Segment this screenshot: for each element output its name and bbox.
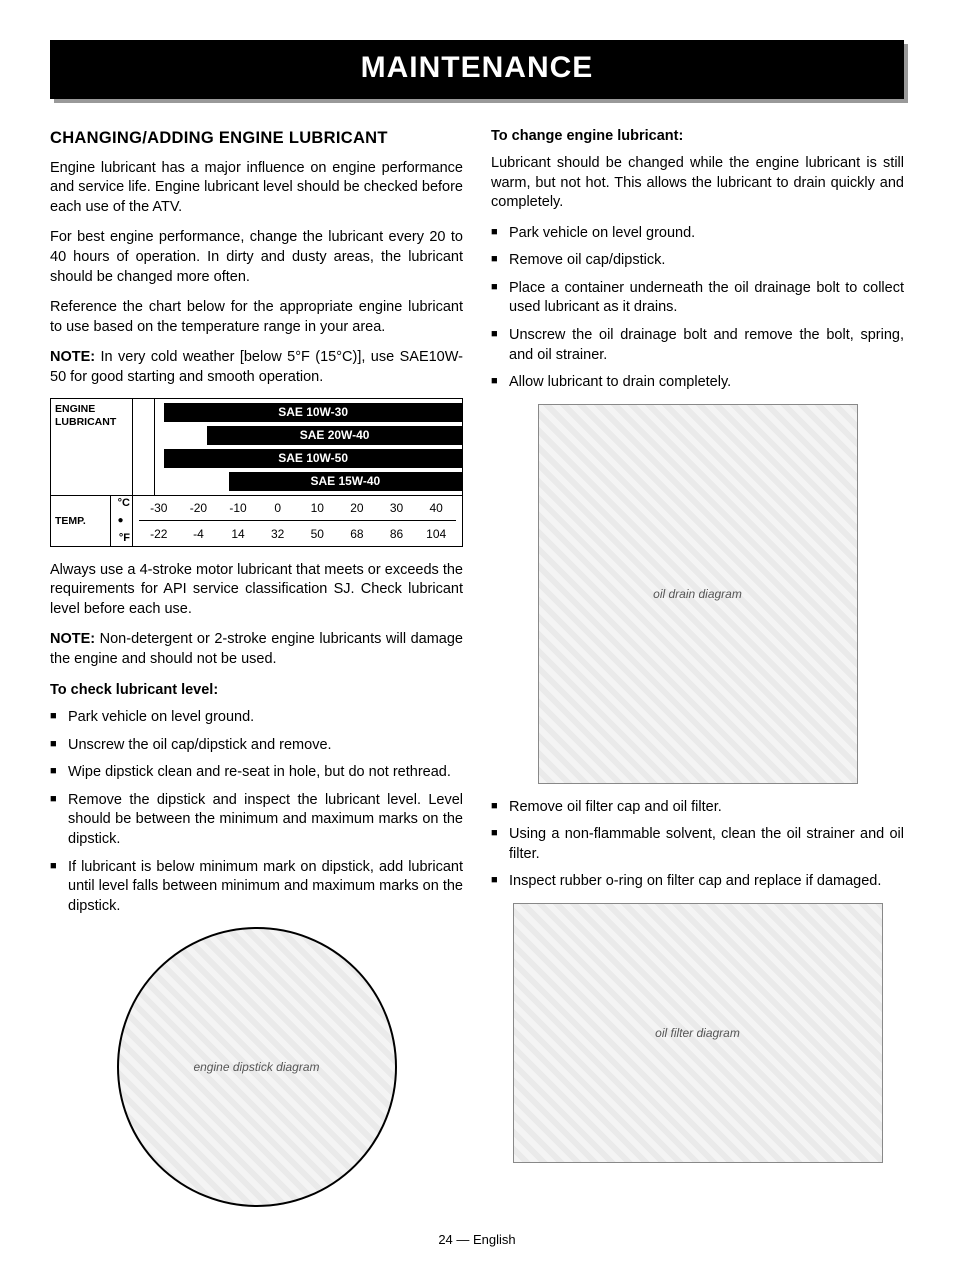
list-item: Remove oil cap/dipstick.: [491, 251, 904, 271]
paragraph: For best engine performance, change the …: [50, 228, 463, 287]
check-level-list: Park vehicle on level ground. Unscrew the…: [50, 708, 463, 916]
temp-c-value: 20: [337, 500, 377, 516]
temp-f-value: 104: [416, 526, 456, 542]
list-item: Allow lubricant to drain completely.: [491, 373, 904, 393]
change-lubricant-list-1: Park vehicle on level ground. Remove oil …: [491, 224, 904, 393]
unit-celsius: °C: [111, 496, 130, 511]
page-banner: MAINTENANCE: [50, 40, 904, 99]
note-text: Non-detergent or 2-stroke engine lubrica…: [50, 631, 463, 667]
list-item: Park vehicle on level ground.: [50, 708, 463, 728]
temp-f-value: 50: [298, 526, 338, 542]
section-heading: CHANGING/ADDING ENGINE LUBRICANT: [50, 127, 463, 149]
paragraph: Reference the chart below for the approp…: [50, 298, 463, 337]
figure-dipstick: engine dipstick diagram: [117, 927, 397, 1207]
temp-c-value: -30: [139, 500, 179, 516]
lubricant-bar: SAE 10W-30: [164, 403, 462, 422]
temp-f-value: -22: [139, 526, 179, 542]
temp-c-value: 10: [298, 500, 338, 516]
temps-row-c: -30-20-10010203040: [139, 500, 456, 516]
note-label: NOTE:: [50, 349, 95, 365]
figure-oil-filter: oil filter diagram: [513, 903, 883, 1163]
chart-bars-area: SAE 10W-30 SAE 20W-40 SAE 10W-50 SAE 15W-40: [155, 399, 462, 495]
lubricant-bar: SAE 15W-40: [229, 472, 462, 491]
unit-fahrenheit: °F: [111, 531, 130, 546]
note-paragraph: NOTE: In very cold weather [below 5°F (1…: [50, 348, 463, 387]
page-footer: 24 — English: [50, 1231, 904, 1249]
list-item: Remove oil filter cap and oil filter.: [491, 798, 904, 818]
left-column: CHANGING/ADDING ENGINE LUBRICANT Engine …: [50, 127, 463, 1222]
list-item: Remove the dipstick and inspect the lubr…: [50, 791, 463, 850]
lubricant-bar: SAE 20W-40: [207, 426, 462, 445]
list-item: Wipe dipstick clean and re-seat in hole,…: [50, 763, 463, 783]
temps-row-f: -22-41432506886104: [139, 526, 456, 542]
note-text: In very cold weather [below 5°F (15°C)],…: [50, 349, 463, 385]
paragraph: Engine lubricant has a major influence o…: [50, 159, 463, 218]
subheading: To check lubricant level:: [50, 681, 463, 701]
temp-c-value: 40: [416, 500, 456, 516]
subheading: To change engine lubricant:: [491, 127, 904, 147]
note-paragraph: NOTE: Non-detergent or 2-stroke engine l…: [50, 630, 463, 669]
figure-oil-drain: oil drain diagram: [538, 404, 858, 784]
temp-f-value: 86: [377, 526, 417, 542]
temp-f-value: 14: [218, 526, 258, 542]
paragraph: Lubricant should be changed while the en…: [491, 154, 904, 213]
chart-label-engine: ENGINE LUBRICANT: [51, 399, 133, 495]
temp-c-value: 0: [258, 500, 298, 516]
temp-c-value: -10: [218, 500, 258, 516]
temp-f-value: 68: [337, 526, 377, 542]
list-item: Unscrew the oil cap/dipstick and remove.: [50, 736, 463, 756]
lubricant-bar: SAE 10W-50: [164, 449, 462, 468]
list-item: Unscrew the oil drainage bolt and remove…: [491, 326, 904, 365]
chart-label-temp: TEMP.: [51, 496, 111, 545]
temp-c-value: -20: [179, 500, 219, 516]
right-column: To change engine lubricant: Lubricant sh…: [491, 127, 904, 1222]
list-item: Place a container underneath the oil dra…: [491, 279, 904, 318]
temp-f-value: -4: [179, 526, 219, 542]
temp-c-value: 30: [377, 500, 417, 516]
lubricant-chart: ENGINE LUBRICANT SAE 10W-30SAE 20W-40SAE…: [50, 398, 463, 546]
change-lubricant-list-2: Remove oil filter cap and oil filter. Usi…: [491, 798, 904, 892]
temp-f-value: 32: [258, 526, 298, 542]
list-item: If lubricant is below minimum mark on di…: [50, 858, 463, 917]
list-item: Inspect rubber o-ring on filter cap and …: [491, 872, 904, 892]
list-item: Park vehicle on level ground.: [491, 224, 904, 244]
note-label: NOTE:: [50, 631, 95, 647]
paragraph: Always use a 4-stroke motor lubricant th…: [50, 561, 463, 620]
list-item: Using a non-flammable solvent, clean the…: [491, 825, 904, 864]
